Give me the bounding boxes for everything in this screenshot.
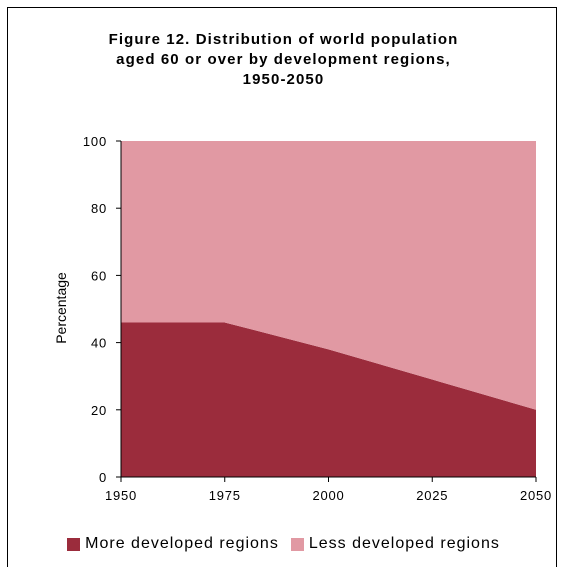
x-tick-label: 2025 <box>416 488 448 503</box>
y-tick-label: 100 <box>83 134 107 149</box>
legend-swatch-less-developed <box>290 537 304 551</box>
chart-title-line-2: aged 60 or over by development regions, <box>116 51 451 68</box>
y-tick-label: 60 <box>91 268 107 283</box>
x-tick-label: 1975 <box>209 488 241 503</box>
y-tick-label: 40 <box>91 336 107 351</box>
y-tick-label: 0 <box>99 470 107 485</box>
legend-label-less-developed: Less developed regions <box>308 535 500 552</box>
x-axis-ticks: 1950 1975 2000 2025 2050 <box>105 477 552 503</box>
y-tick-label: 20 <box>91 403 107 418</box>
chart-title-line-3: 1950-2050 <box>242 71 325 88</box>
chart-legend: More developed regions Less developed re… <box>0 533 567 555</box>
y-axis-label: Percentage <box>53 272 69 344</box>
area-series-less-developed-regions <box>121 141 536 410</box>
legend-item-more-developed: More developed regions <box>67 535 279 553</box>
chart-areas <box>121 141 536 477</box>
chart-title: Figure 12. Distribution of world populat… <box>0 30 567 90</box>
legend-swatch-more-developed <box>67 537 81 551</box>
y-axis-ticks: 0 20 40 60 80 100 <box>83 134 121 485</box>
y-tick-label: 80 <box>91 201 107 216</box>
x-tick-label: 1950 <box>105 488 137 503</box>
x-tick-label: 2000 <box>312 488 344 503</box>
legend-label-more-developed: More developed regions <box>85 535 279 552</box>
x-tick-label: 2050 <box>520 488 552 503</box>
area-series-more-developed-regions <box>121 322 536 477</box>
legend-item-less-developed: Less developed regions <box>290 535 500 553</box>
chart-frame <box>7 7 557 567</box>
chart-title-line-1: Figure 12. Distribution of world populat… <box>108 31 459 48</box>
